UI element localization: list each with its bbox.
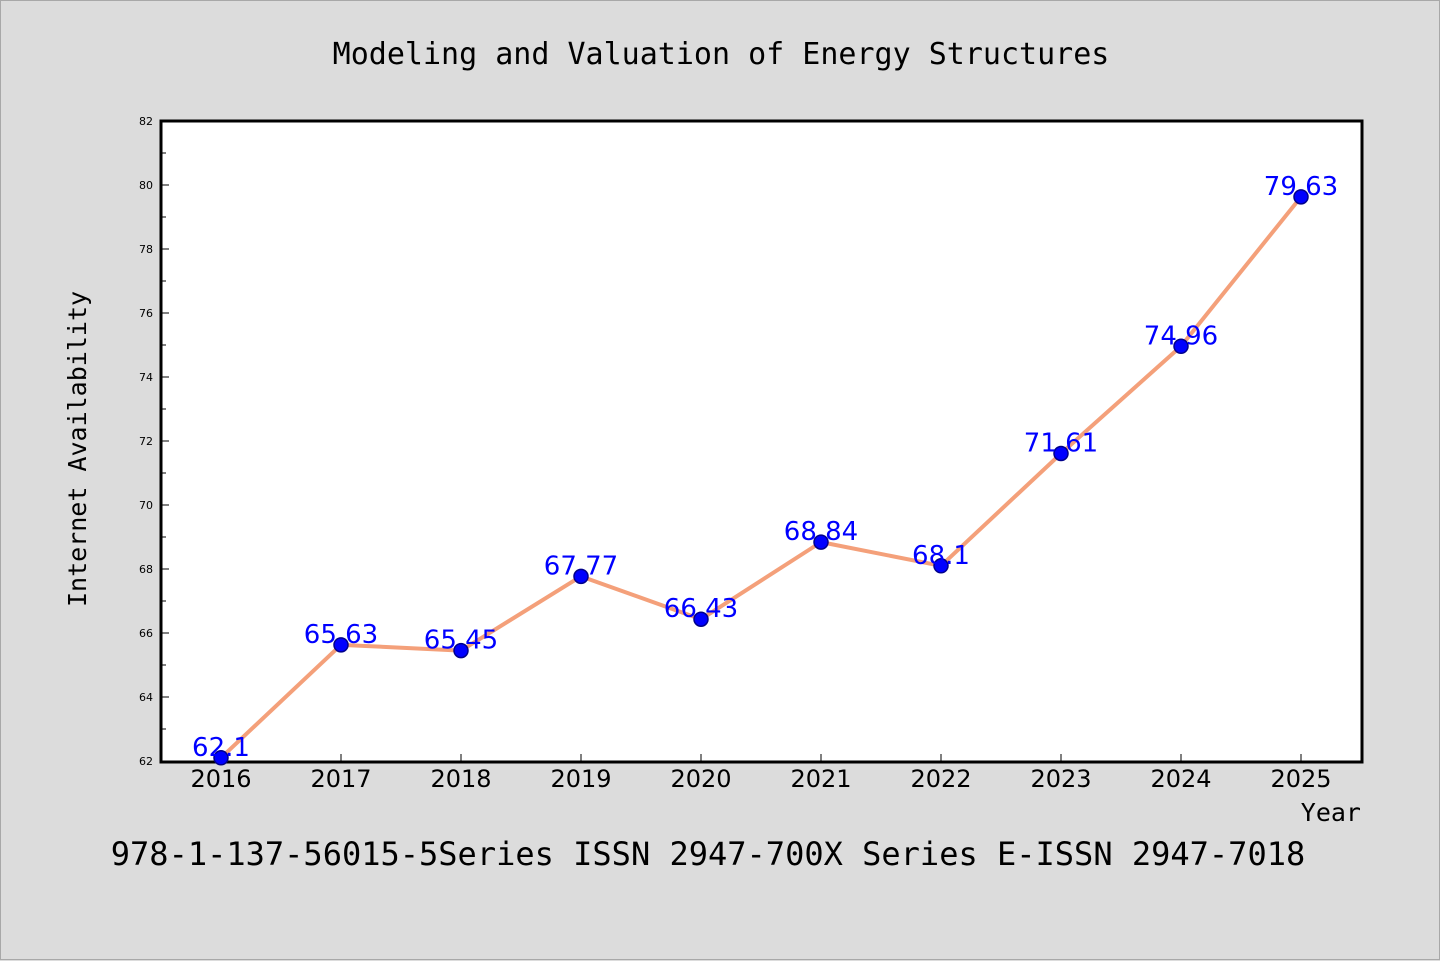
data-label: 71.61 [1024, 428, 1098, 458]
x-tick-label: 2017 [310, 765, 371, 793]
data-point-marker [213, 750, 229, 766]
x-tick-label: 2024 [1150, 765, 1211, 793]
y-tick-label: 68 [139, 563, 153, 576]
data-label: 68.84 [784, 517, 858, 547]
series-group: 62.1 65.63 65.45 67.77 66.43 68.84 68.1 71.61 74… [192, 172, 1338, 766]
data-point-marker [693, 611, 709, 627]
data-label: 66.43 [664, 594, 738, 624]
data-label: 68.1 [912, 541, 970, 571]
chart-title: Modeling and Valuation of Energy Structu… [333, 37, 1110, 72]
data-label: 67.77 [544, 551, 618, 581]
y-tick-label: 62 [139, 755, 153, 768]
y-tick-label: 82 [139, 115, 153, 128]
x-tick-label: 2021 [790, 765, 851, 793]
data-point-marker [1053, 445, 1069, 462]
y-tick-label: 80 [139, 179, 153, 192]
data-point-marker [1173, 338, 1189, 355]
footer-isbn-text: 978-1-137-56015-5Series ISSN 2947-700X S… [111, 835, 1305, 873]
data-label: 65.45 [424, 626, 498, 656]
data-label: 79.63 [1264, 172, 1338, 202]
x-tick-label: 2025 [1270, 765, 1331, 793]
x-tick-label: 2018 [430, 765, 491, 793]
y-tick-label: 70 [139, 499, 153, 512]
y-tick-label: 76 [139, 307, 153, 320]
data-label: 74.96 [1144, 321, 1218, 351]
x-axis-label: Year [1301, 798, 1361, 827]
x-tick-label: 2022 [910, 765, 971, 793]
data-label: 65.63 [304, 620, 378, 650]
x-tick-label: 2023 [1030, 765, 1091, 793]
data-point-marker [933, 558, 949, 574]
x-tick-label: 2019 [550, 765, 611, 793]
y-tick-label: 78 [139, 243, 153, 256]
data-point-marker [573, 568, 589, 585]
y-tick-label: 72 [139, 435, 153, 448]
series-line [219, 194, 1303, 760]
x-tick-label: 2020 [670, 765, 731, 793]
y-axis: 62 64 66 68 70 72 74 76 78 80 82 [139, 115, 169, 768]
data-point-marker [813, 534, 829, 550]
data-point-marker [333, 637, 349, 653]
x-axis: 2016 2017 2018 2019 2020 2021 2022 2023 2024 2025 [190, 754, 1332, 793]
y-tick-label: 66 [139, 627, 153, 640]
y-tick-label: 64 [139, 691, 153, 704]
data-point-marker [453, 642, 469, 659]
plot-area [159, 119, 1364, 764]
x-tick-label: 2016 [190, 765, 251, 793]
data-point-marker [1293, 189, 1309, 205]
data-label: 62.1 [192, 733, 250, 763]
y-axis-label: Internet Availability [63, 291, 92, 607]
y-tick-label: 74 [139, 371, 153, 384]
